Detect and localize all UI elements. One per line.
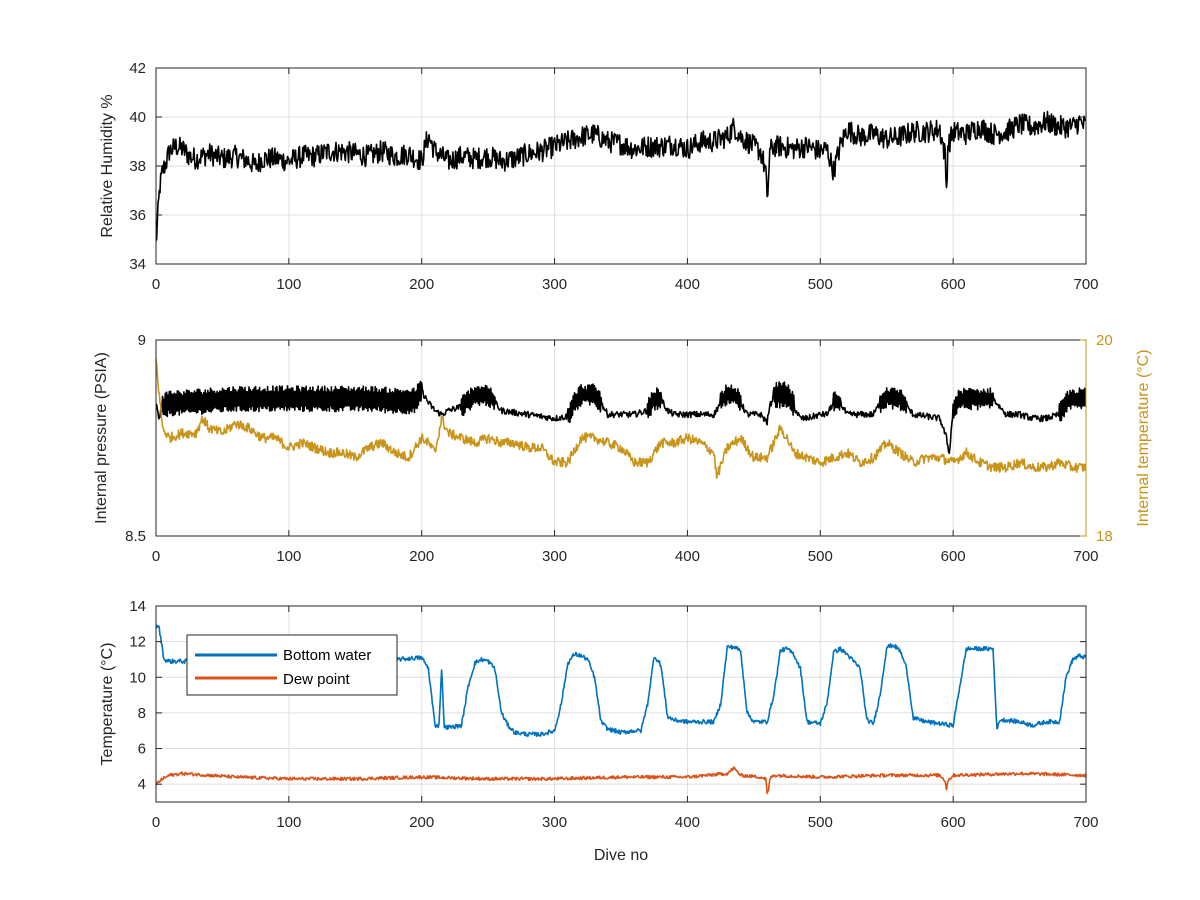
- x-tick-label: 300: [542, 276, 567, 293]
- temperature-xlabel: Dive no: [594, 847, 648, 864]
- y-right-tick-label: 20: [1096, 332, 1113, 349]
- series-line-temperature-1: [156, 766, 1086, 795]
- x-tick-label: 0: [152, 548, 160, 565]
- pressure-ticks: 0 100 200 300 400 500 600 700 8.5 9 18 20: [125, 332, 1113, 565]
- x-tick-label: 700: [1073, 814, 1098, 831]
- temperature-right-ylabel: Internal temperature (°C): [1135, 349, 1152, 526]
- pressure-ylabel: Internal pressure (PSIA): [93, 352, 110, 524]
- x-tick-label: 0: [152, 276, 160, 293]
- y-tick-label: 6: [138, 741, 146, 758]
- y-tick-label: 9: [138, 332, 146, 349]
- series-line-humidity-0: [156, 110, 1086, 242]
- y-tick-label: 10: [129, 669, 146, 686]
- x-tick-label: 500: [808, 814, 833, 831]
- x-tick-label: 100: [276, 548, 301, 565]
- pressure-plot-area: [156, 358, 1086, 480]
- x-tick-label: 600: [941, 814, 966, 831]
- x-tick-label: 300: [542, 814, 567, 831]
- y-tick-label: 4: [138, 776, 146, 793]
- humidity-ylabel: Relative Humidity %: [99, 94, 116, 237]
- temperature-ylabel: Temperature (°C): [99, 643, 116, 766]
- x-tick-label: 0: [152, 814, 160, 831]
- y-tick-label: 8: [138, 705, 146, 722]
- humidity-ticks: 0 100 200 300 400 500 600 700 34 36 38 40 42: [129, 60, 1098, 293]
- x-tick-label: 100: [276, 276, 301, 293]
- temperature-axes-box: [155, 605, 1087, 803]
- x-tick-label: 200: [409, 548, 434, 565]
- y-tick-label: 40: [129, 109, 146, 126]
- y-tick-label: 38: [129, 158, 146, 175]
- x-tick-label: 100: [276, 814, 301, 831]
- x-tick-label: 200: [409, 276, 434, 293]
- series-line-pressure-temperature-0: [156, 380, 1086, 455]
- y-tick-label: 12: [129, 634, 146, 651]
- x-tick-label: 400: [675, 548, 700, 565]
- x-tick-label: 500: [808, 276, 833, 293]
- legend-box: [186, 634, 398, 696]
- legend: Bottom water Dew point: [186, 634, 398, 696]
- x-tick-label: 700: [1073, 276, 1098, 293]
- x-tick-label: 300: [542, 548, 567, 565]
- x-tick-label: 400: [675, 814, 700, 831]
- y-right-tick-label: 18: [1096, 528, 1113, 545]
- x-tick-label: 400: [675, 276, 700, 293]
- panel-temperature: 0 100 200 300 400 500 600 700 4 6 8 10 12 14 Temperat…: [99, 598, 1099, 864]
- x-tick-label: 200: [409, 814, 434, 831]
- legend-label-dew-point: Dew point: [283, 671, 351, 688]
- humidity-plot-area: [156, 110, 1086, 242]
- x-tick-label: 700: [1073, 548, 1098, 565]
- temperature-ticks: 0 100 200 300 400 500 600 700 4 6 8 10 12 14: [129, 598, 1098, 831]
- humidity-grid: [155, 67, 1087, 265]
- y-tick-label: 36: [129, 207, 146, 224]
- panel-pressure-temperature: 0 100 200 300 400 500 600 700 8.5 9 18 20 Internal …: [93, 332, 1152, 565]
- x-tick-label: 600: [941, 276, 966, 293]
- y-tick-label: 34: [129, 256, 146, 273]
- legend-label-bottom-water: Bottom water: [283, 647, 371, 664]
- y-tick-label: 8.5: [125, 528, 146, 545]
- x-tick-label: 500: [808, 548, 833, 565]
- y-tick-label: 42: [129, 60, 146, 77]
- x-tick-label: 600: [941, 548, 966, 565]
- panel-humidity: 0 100 200 300 400 500 600 700 34 36 38 40 42 Relativ…: [99, 60, 1099, 293]
- y-tick-label: 14: [129, 598, 146, 615]
- series-line-pressure-temperature-1: [156, 358, 1086, 480]
